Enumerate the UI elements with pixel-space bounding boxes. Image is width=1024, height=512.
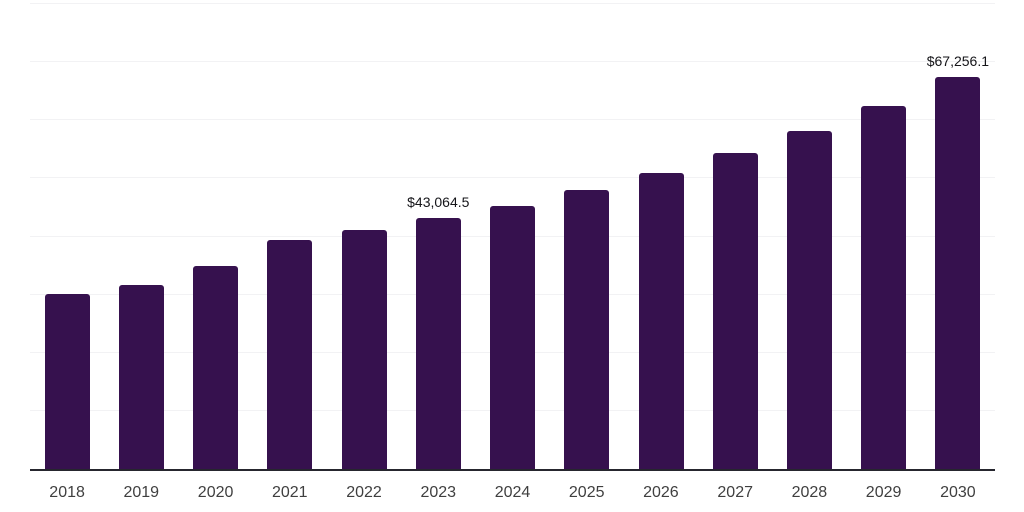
- x-tick-label-2028: 2028: [791, 484, 828, 501]
- gridline-50000: [30, 177, 995, 179]
- x-axis-line: [30, 469, 995, 471]
- x-tick-label-2026: 2026: [643, 484, 679, 501]
- x-tick-label-2021: 2021: [271, 484, 308, 501]
- x-tick-label-2025: 2025: [568, 484, 605, 501]
- bar-2027[interactable]: [712, 152, 758, 469]
- x-tick-label-2030: 2030: [940, 484, 976, 501]
- bar-2029[interactable]: [861, 105, 907, 469]
- bar-2024[interactable]: [490, 205, 535, 469]
- gridline-60000: [30, 119, 995, 120]
- gridline-80000: [30, 2, 995, 4]
- x-tick-label-2018: 2018: [49, 484, 85, 501]
- bar-2030[interactable]: [935, 77, 981, 469]
- x-tick-label-2020: 2020: [197, 484, 234, 501]
- bar-2020[interactable]: [193, 266, 239, 469]
- bar-2028[interactable]: [786, 130, 832, 469]
- bar-value-label-2030: $67,256.1: [926, 53, 990, 70]
- x-tick-label-2029: 2029: [865, 484, 902, 501]
- x-tick-label-2027: 2027: [717, 484, 753, 501]
- bar-2019[interactable]: [118, 284, 164, 469]
- bar-2025[interactable]: [564, 189, 610, 469]
- x-tick-label-2019: 2019: [123, 484, 160, 501]
- gridline-70000: [30, 60, 995, 62]
- bar-value-label-2023: $43,064.5: [407, 194, 470, 211]
- bar-2023[interactable]: [415, 218, 461, 469]
- x-tick-label-2022: 2022: [346, 484, 382, 501]
- x-tick-label-2024: 2024: [494, 484, 531, 501]
- bar-2018[interactable]: [44, 294, 90, 469]
- x-tick-label-2023: 2023: [420, 484, 457, 501]
- bar-2022[interactable]: [341, 230, 387, 469]
- bar-2021[interactable]: [267, 240, 313, 469]
- bar-2026[interactable]: [638, 172, 684, 469]
